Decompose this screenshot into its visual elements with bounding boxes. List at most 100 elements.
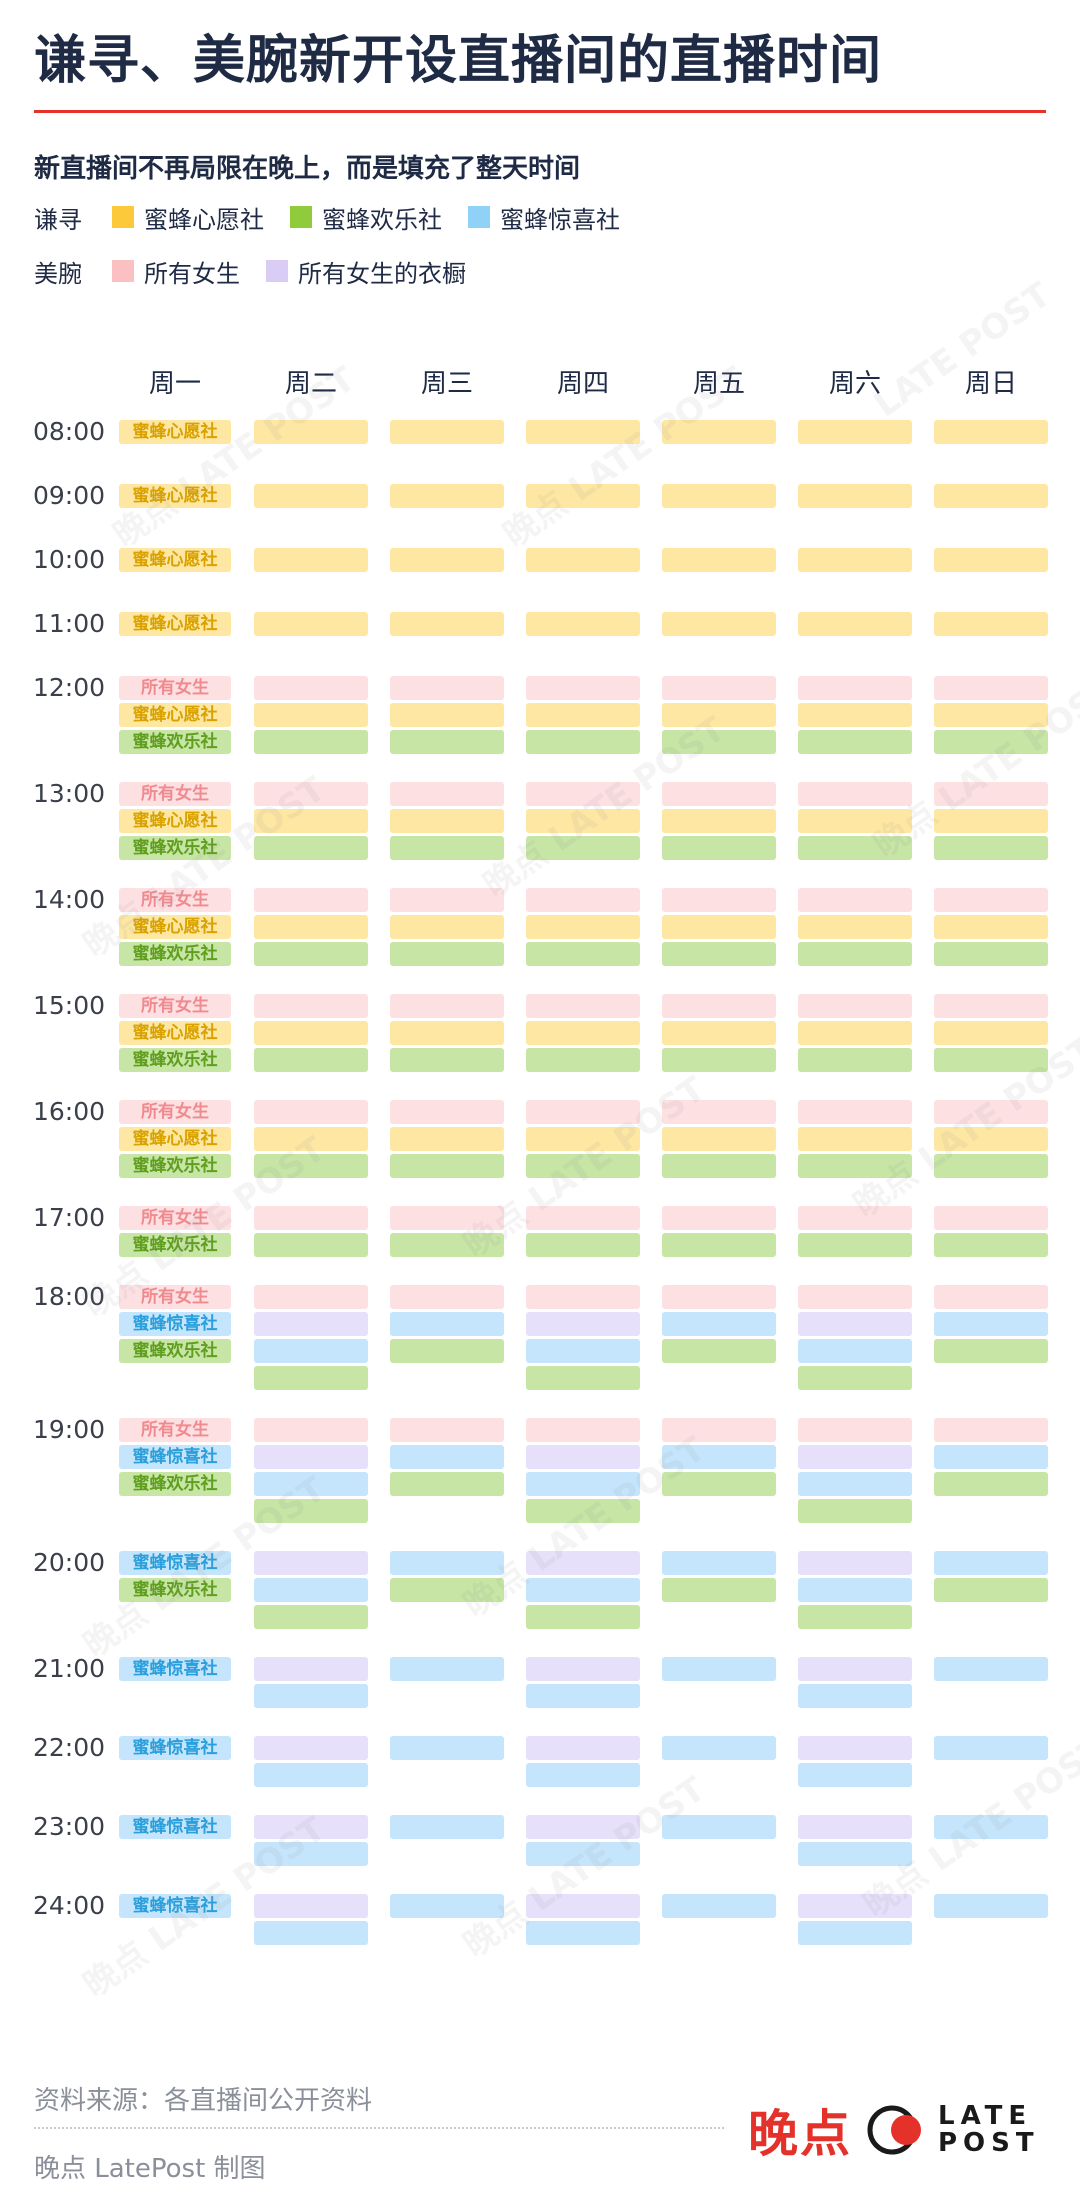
brand-name-en-bottom: POST	[938, 2128, 1040, 2158]
schedule-slot-bar	[390, 836, 504, 860]
schedule-slot-bar	[254, 548, 368, 572]
schedule-slot-bar	[798, 1578, 912, 1602]
schedule-slot-bar	[390, 994, 504, 1018]
schedule-slot-bar	[934, 1021, 1048, 1045]
legend-row-qianxun: 谦寻 蜜蜂心愿社 蜜蜂欢乐社 蜜蜂惊喜社	[34, 200, 646, 234]
schedule-slot-bar	[798, 994, 912, 1018]
hour-label: 19:00	[33, 1415, 105, 1444]
monday-slot-bar	[119, 1418, 231, 1442]
monday-slot-label: 蜜蜂心愿社	[133, 704, 218, 725]
schedule-slot-bar	[662, 484, 776, 508]
schedule-slot-bar	[390, 809, 504, 833]
day-header: 周三	[421, 369, 473, 399]
day-header: 周五	[693, 369, 745, 399]
schedule-slot-bar	[254, 1339, 368, 1363]
schedule-slot-bar	[798, 915, 912, 939]
monday-slot-bar	[119, 1472, 231, 1496]
schedule-slot-bar	[254, 1100, 368, 1124]
schedule-slot-bar	[390, 1312, 504, 1336]
schedule-slot-bar	[526, 1233, 640, 1257]
schedule-slot-bar	[934, 1445, 1048, 1469]
monday-slot-label: 蜜蜂欢乐社	[133, 731, 218, 752]
legend-host: 谦寻	[34, 205, 82, 234]
brand-name-cn: 晚点	[748, 2105, 852, 2163]
schedule-slot-bar	[254, 1154, 368, 1178]
schedule-slot-bar	[254, 1312, 368, 1336]
schedule-slot-bar	[934, 703, 1048, 727]
schedule-slot-bar	[798, 1763, 912, 1787]
legend-label: 蜜蜂惊喜社	[500, 205, 620, 234]
hour-label: 09:00	[33, 481, 105, 510]
schedule-slot-bar	[662, 1736, 776, 1760]
legend-label: 蜜蜂欢乐社	[322, 205, 442, 234]
monday-slot-bar	[119, 1100, 231, 1124]
schedule-slot-bar	[798, 730, 912, 754]
schedule-slot-bar	[254, 1048, 368, 1072]
schedule-slot-bar	[662, 1048, 776, 1072]
schedule-slot-bar	[254, 1842, 368, 1866]
schedule-slot-bar	[934, 548, 1048, 572]
schedule-slot-bar	[798, 809, 912, 833]
schedule-slot-bar	[254, 888, 368, 912]
monday-slot-label: 蜜蜂惊喜社	[133, 1552, 218, 1573]
title-divider	[34, 110, 1046, 113]
schedule-slot-bar	[526, 1472, 640, 1496]
schedule-slot-bar	[390, 1578, 504, 1602]
schedule-slot-bar	[390, 1736, 504, 1760]
schedule-slot-bar	[254, 1763, 368, 1787]
schedule-slot-bar	[934, 1418, 1048, 1442]
schedule-slot-bar	[662, 703, 776, 727]
legend-item: 蜜蜂欢乐社	[290, 200, 442, 235]
schedule-slot-bar	[934, 1551, 1048, 1575]
schedule-slot-bar	[798, 1048, 912, 1072]
schedule-slot-bar	[662, 1472, 776, 1496]
monday-slot-label: 蜜蜂心愿社	[133, 1128, 218, 1149]
schedule-slot-bar	[662, 612, 776, 636]
monday-slot-bar	[119, 1657, 231, 1681]
hour-label: 13:00	[33, 779, 105, 808]
monday-slot-label: 蜜蜂心愿社	[133, 810, 218, 831]
schedule-slot-bar	[526, 1763, 640, 1787]
hour-label: 20:00	[33, 1548, 105, 1577]
schedule-slot-bar	[934, 1048, 1048, 1072]
legend-item: 蜜蜂惊喜社	[468, 200, 620, 235]
schedule-slot-bar	[798, 782, 912, 806]
schedule-slot-bar	[934, 1578, 1048, 1602]
schedule-slot-bar	[934, 1100, 1048, 1124]
schedule-slot-bar	[390, 1657, 504, 1681]
schedule-slot-bar	[934, 1312, 1048, 1336]
schedule-slot-bar	[526, 730, 640, 754]
hour-label: 15:00	[33, 991, 105, 1020]
monday-slot-bar	[119, 942, 231, 966]
legend-host: 美腕	[34, 259, 82, 288]
monday-slot-label: 蜜蜂心愿社	[133, 421, 218, 442]
schedule-slot-bar	[254, 942, 368, 966]
monday-slot-label: 所有女生	[141, 1419, 209, 1440]
monday-slot-label: 蜜蜂惊喜社	[133, 1446, 218, 1467]
monday-slot-label: 所有女生	[141, 1101, 209, 1122]
schedule-slot-bar	[390, 703, 504, 727]
schedule-slot-bar	[934, 484, 1048, 508]
schedule-slot-bar	[526, 888, 640, 912]
schedule-slot-bar	[662, 1445, 776, 1469]
schedule-slot-bar	[526, 548, 640, 572]
schedule-slot-bar	[254, 994, 368, 1018]
schedule-slot-bar	[526, 1894, 640, 1918]
legend-swatch	[112, 260, 134, 282]
schedule-slot-bar	[662, 1233, 776, 1257]
schedule-slot-bar	[390, 1472, 504, 1496]
schedule-slot-bar	[254, 420, 368, 444]
schedule-slot-bar	[662, 548, 776, 572]
schedule-slot-bar	[662, 1154, 776, 1178]
monday-slot-label: 蜜蜂欢乐社	[133, 1234, 218, 1255]
day-header: 周一	[149, 369, 201, 399]
schedule-slot-bar	[254, 1127, 368, 1151]
schedule-slot-bar	[254, 1815, 368, 1839]
schedule-slot-bar	[526, 1154, 640, 1178]
schedule-slot-bar	[934, 809, 1048, 833]
monday-slot-bar	[119, 1578, 231, 1602]
legend-item: 蜜蜂心愿社	[112, 200, 264, 235]
monday-slot-bar	[119, 676, 231, 700]
brand-circle-icon	[867, 2105, 921, 2155]
schedule-slot-bar	[526, 484, 640, 508]
